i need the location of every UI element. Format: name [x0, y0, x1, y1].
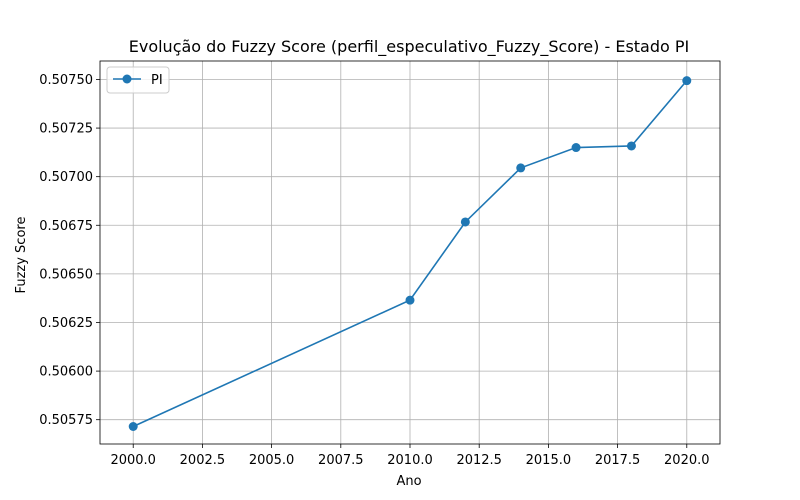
data-point [460, 217, 470, 227]
y-tick-label: 0.50700 [39, 170, 93, 185]
grid [100, 61, 720, 444]
x-tick-label: 2010.0 [387, 453, 433, 468]
x-tick-label: 2002.5 [180, 453, 226, 468]
data-point [128, 422, 138, 432]
legend-box [106, 66, 170, 94]
x-tick-label: 2000.0 [110, 453, 156, 468]
series-group [128, 76, 692, 432]
y-tick-label: 0.50725 [39, 122, 93, 137]
y-tick-label: 0.50750 [39, 73, 93, 88]
x-tick-label: 2015.0 [526, 453, 572, 468]
legend: PI [106, 66, 170, 94]
legend-marker [122, 74, 132, 84]
data-point [626, 141, 636, 151]
y-tick-label: 0.50575 [39, 413, 93, 428]
data-point [516, 163, 526, 173]
x-tick-label: 2012.5 [456, 453, 502, 468]
data-point [571, 143, 581, 153]
chart-title: Evolução do Fuzzy Score (perfil_especula… [129, 37, 690, 57]
x-tick-label: 2007.5 [318, 453, 364, 468]
x-axis-label: Ano [396, 474, 421, 489]
y-tick-label: 0.50600 [39, 365, 93, 380]
y-tick-label: 0.50625 [39, 316, 93, 331]
x-tick-label: 2017.5 [595, 453, 641, 468]
x-tick-label: 2020.0 [664, 453, 710, 468]
data-point [682, 76, 692, 86]
legend-label: PI [151, 73, 163, 88]
axes: 2000.0 2002.5 2005.0 2007.5 2010.0 2012.5 2015… [39, 60, 721, 468]
y-axis-label: Fuzzy Score [14, 217, 29, 294]
y-tick-label: 0.50650 [39, 267, 93, 282]
y-tick-label: 0.50675 [39, 219, 93, 234]
data-point [405, 295, 415, 305]
x-tick-label: 2005.0 [249, 453, 295, 468]
